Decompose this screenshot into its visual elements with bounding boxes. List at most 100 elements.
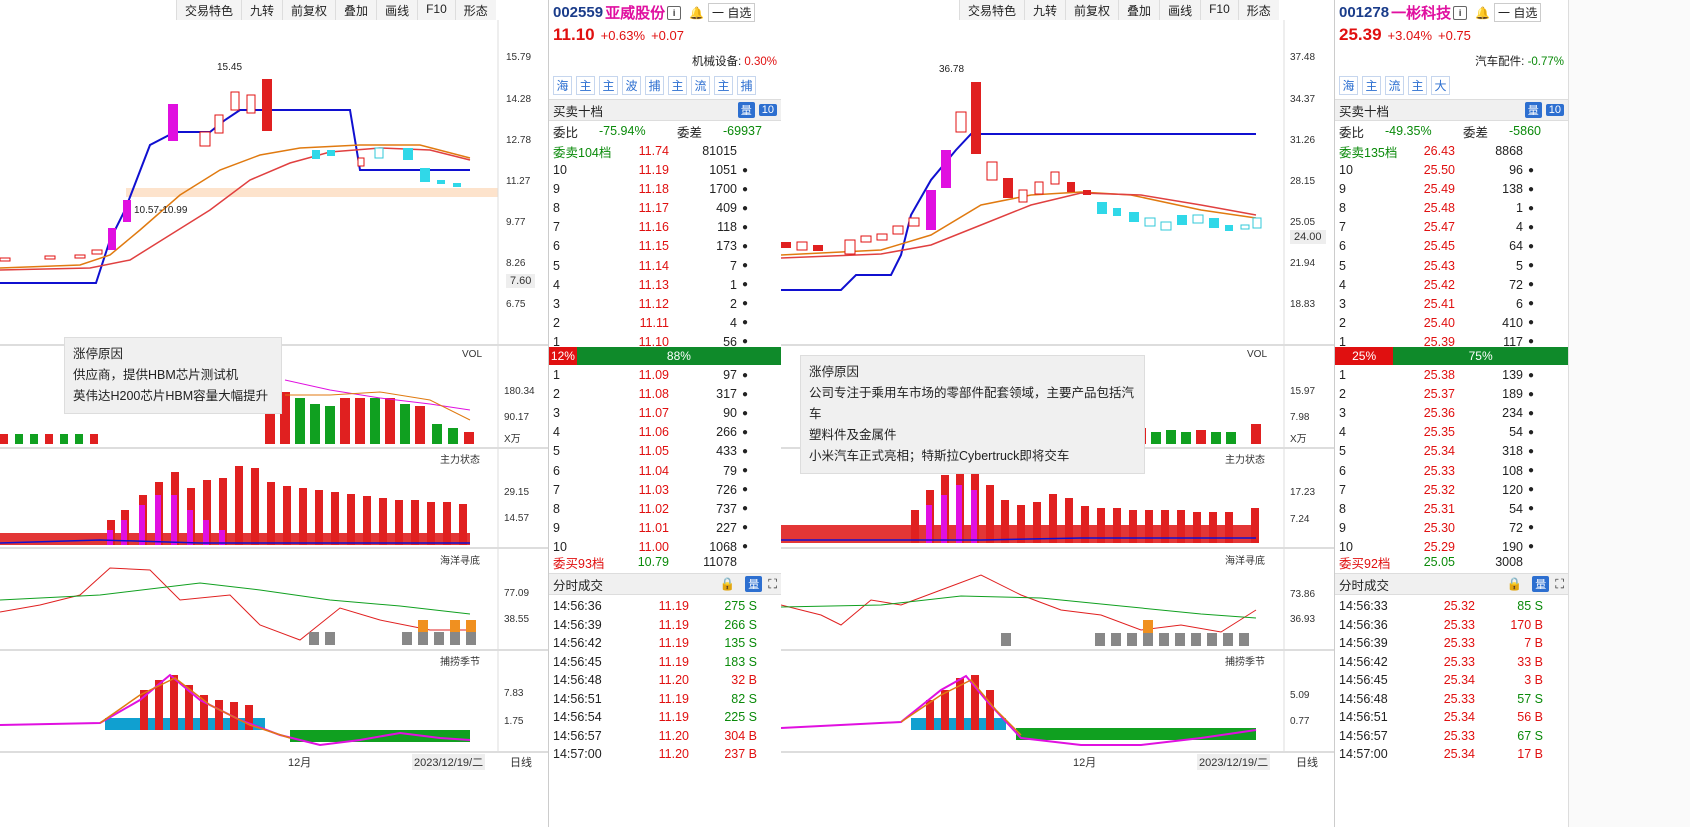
trade-volume: 275 S xyxy=(724,599,757,613)
tab-indicator[interactable]: 大 xyxy=(1431,75,1450,95)
stock-name[interactable]: 亚威股份 xyxy=(605,5,666,22)
trade-time: 14:56:45 xyxy=(553,654,602,669)
weicha-value: -5860 xyxy=(1509,124,1541,138)
level-volume: 120 xyxy=(1502,482,1523,497)
level-price: 25.47 xyxy=(1423,220,1455,235)
watchlist-button[interactable]: 一 自选 xyxy=(708,3,756,22)
toolbar-item-adjust[interactable]: 前复权 xyxy=(1065,0,1119,20)
tab-indicator[interactable]: 海 xyxy=(1339,75,1358,95)
candles xyxy=(0,79,461,262)
tab-indicator[interactable]: 主 xyxy=(714,75,733,95)
volume-toggle[interactable]: 量 xyxy=(1532,576,1550,592)
order-book-title: 买卖十档 xyxy=(553,104,604,119)
main-tick: 7.24 xyxy=(1290,514,1310,525)
level-price: 25.49 xyxy=(1423,182,1455,197)
tab-indicator[interactable]: 流 xyxy=(691,75,710,95)
lock-icon[interactable]: 🔒 xyxy=(1506,576,1523,591)
level-volume: 6 xyxy=(1516,296,1523,311)
depth-toggle[interactable]: 10 xyxy=(1545,104,1564,116)
bell-icon[interactable]: 🔔 xyxy=(1475,5,1491,20)
volume-toggle[interactable]: 量 xyxy=(745,576,763,592)
weibi-label: 委比 xyxy=(553,125,579,140)
left-candlestick-chart[interactable]: 15.45 10.57-10.99 xyxy=(0,0,548,827)
ask-level-row: 6 11.15 173 ● xyxy=(553,236,777,256)
resistance-band xyxy=(126,188,498,197)
trades-title: 分时成交 xyxy=(553,578,604,593)
trade-time: 14:56:54 xyxy=(553,710,602,724)
bid-level-row: 2 11.08 317 ● xyxy=(553,384,777,404)
ask-level-row: 9 25.49 138 ● xyxy=(1339,179,1564,199)
toolbar-item-nine-turn[interactable]: 九转 xyxy=(1024,0,1066,20)
toolbar-item-f10[interactable]: F10 xyxy=(417,0,455,20)
depth-toggle[interactable]: 10 xyxy=(758,104,777,116)
level-volume: 96 xyxy=(1509,163,1523,177)
order-dot-icon: ● xyxy=(741,336,749,348)
volume-toggle[interactable]: 量 xyxy=(1524,102,1542,118)
tab-indicator[interactable]: 主 xyxy=(599,75,618,95)
tab-indicator[interactable]: 主 xyxy=(668,75,687,95)
info-icon[interactable]: i xyxy=(1453,5,1468,20)
toolbar-item-draw[interactable]: 画线 xyxy=(376,0,418,20)
trade-time: 14:56:39 xyxy=(1339,636,1388,650)
right-candlestick-chart[interactable]: 36.78 xyxy=(781,0,1334,827)
left-chart-pane[interactable]: 交易特色 九转 前复权 叠加 画线 F10 形态 xyxy=(0,0,548,827)
volume-toggle[interactable]: 量 xyxy=(737,102,755,118)
order-dot-icon: ● xyxy=(741,503,749,515)
tab-indicator[interactable]: 流 xyxy=(1385,75,1404,95)
toolbar-item-trade-features[interactable]: 交易特色 xyxy=(176,0,242,20)
order-dot-icon: ● xyxy=(741,183,749,195)
toolbar-item-nine-turn[interactable]: 九转 xyxy=(241,0,283,20)
toolbar-item-overlay[interactable]: 叠加 xyxy=(335,0,377,20)
toolbar-item-trade-features[interactable]: 交易特色 xyxy=(959,0,1025,20)
trade-volume: 304 B xyxy=(724,728,757,743)
tab-indicator[interactable]: 捕 xyxy=(645,75,664,95)
bell-icon[interactable]: 🔔 xyxy=(689,5,705,20)
trade-volume: 237 B xyxy=(724,747,757,761)
sector-name[interactable]: 机械设备: xyxy=(691,56,742,68)
lock-icon[interactable]: 🔒 xyxy=(719,576,736,591)
stock-name[interactable]: 一彬科技 xyxy=(1391,5,1452,22)
bid-total-volume: 11078 xyxy=(703,555,737,569)
toolbar-item-draw[interactable]: 画线 xyxy=(1159,0,1201,20)
trade-price: 11.20 xyxy=(658,747,689,761)
ocean-blocks xyxy=(309,620,476,645)
trade-row: 14:56:36 25.33 170 B xyxy=(1339,615,1564,635)
toolbar-item-overlay[interactable]: 叠加 xyxy=(1118,0,1160,20)
level-index: 2 xyxy=(553,387,560,402)
trade-row: 14:56:57 25.33 67 S xyxy=(1339,726,1564,746)
tab-indicator[interactable]: 主 xyxy=(576,75,595,95)
ask-level-row: 4 25.42 72 ● xyxy=(1339,275,1564,295)
level-price: 11.17 xyxy=(638,201,669,216)
tab-indicator[interactable]: 波 xyxy=(622,75,641,95)
period-button[interactable]: 日线 xyxy=(1296,757,1318,769)
level-index: 8 xyxy=(1339,201,1346,216)
trade-time: 14:56:33 xyxy=(1339,599,1388,613)
tab-indicator[interactable]: 海 xyxy=(553,75,572,95)
toolbar-item-adjust[interactable]: 前复权 xyxy=(282,0,336,20)
expand-icon[interactable]: ⛶ xyxy=(768,576,777,591)
tab-indicator[interactable]: 主 xyxy=(1362,75,1381,95)
order-dot-icon: ● xyxy=(1527,407,1535,419)
watchlist-button[interactable]: 一 自选 xyxy=(1494,3,1542,22)
expand-icon[interactable]: ⛶ xyxy=(1555,576,1564,591)
level-price: 11.16 xyxy=(638,220,669,235)
sector-name[interactable]: 汽车配件: xyxy=(1475,56,1525,68)
trade-row: 14:56:42 25.33 33 B xyxy=(1339,652,1564,672)
info-icon[interactable]: i xyxy=(667,5,682,20)
tab-indicator[interactable]: 主 xyxy=(1408,75,1427,95)
ask-level-row: 2 25.40 410 ● xyxy=(1339,313,1564,333)
order-dot-icon: ● xyxy=(741,426,749,438)
level-index: 7 xyxy=(1339,220,1346,235)
season-tick: 1.75 xyxy=(504,716,524,727)
toolbar-item-pattern[interactable]: 形态 xyxy=(1237,0,1279,20)
period-button[interactable]: 日线 xyxy=(510,757,532,769)
tab-indicator[interactable]: 捕 xyxy=(737,75,756,95)
ask-total-row: 委卖135档 26.43 8868 xyxy=(1339,141,1564,161)
scrollbar[interactable] xyxy=(1568,0,1690,827)
toolbar-item-pattern[interactable]: 形态 xyxy=(454,0,496,20)
right-chart-pane[interactable]: 交易特色 九转 前复权 叠加 画线 F10 形态 xyxy=(781,0,1334,827)
high-annotation: 36.78 xyxy=(939,64,964,75)
toolbar-item-f10[interactable]: F10 xyxy=(1200,0,1238,20)
current-price: 25.39 xyxy=(1339,25,1382,44)
trade-price: 25.34 xyxy=(1443,710,1475,724)
